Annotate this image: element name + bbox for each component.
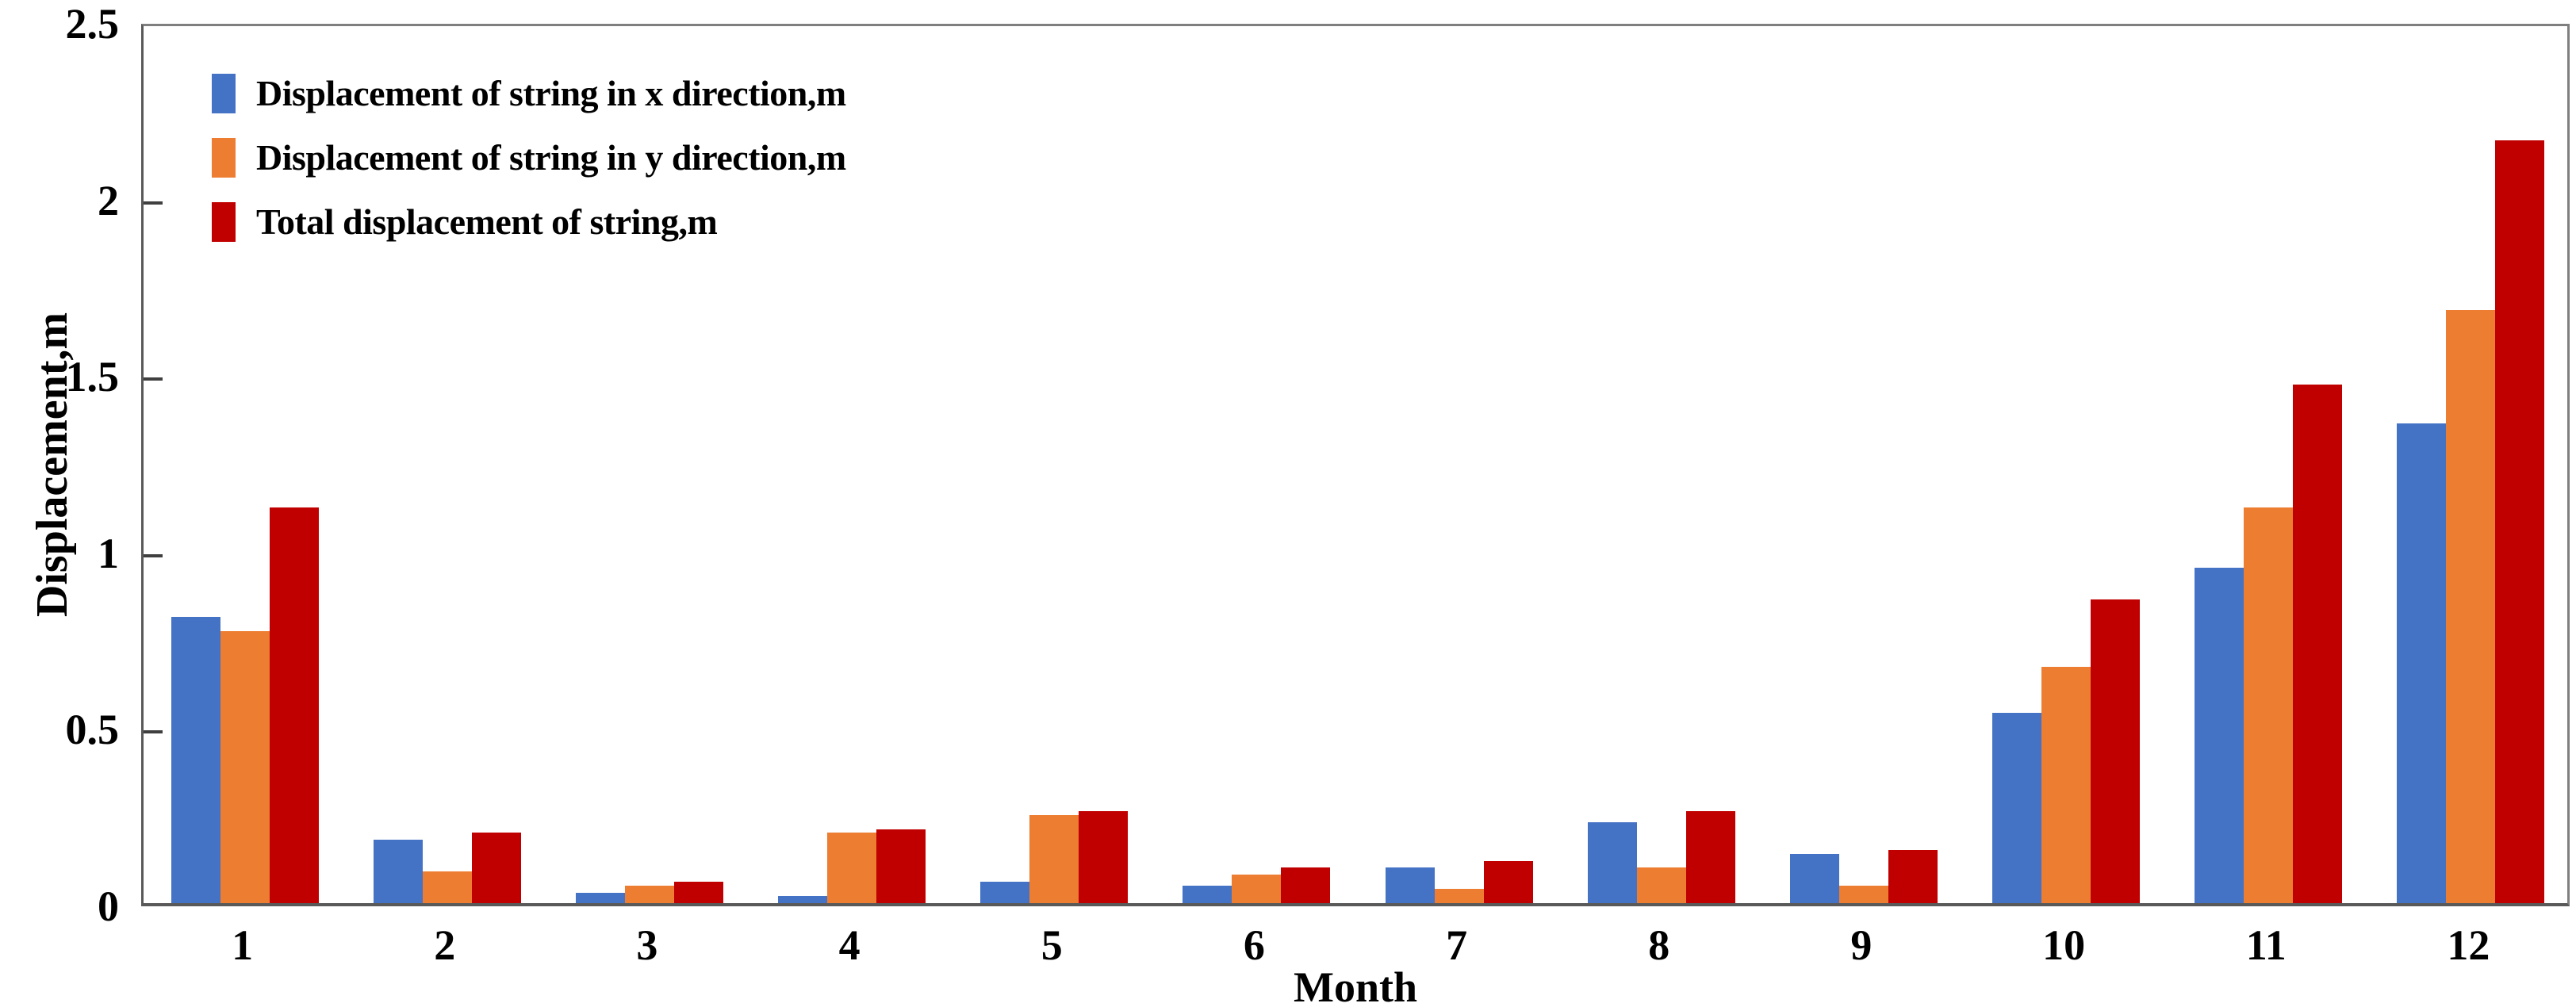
y-tick-mark <box>144 377 163 381</box>
bar-month4-series2 <box>827 833 877 903</box>
bar-month4-series3 <box>876 829 926 903</box>
x-tick-label: 6 <box>1243 921 1265 969</box>
x-tick-label: 10 <box>2042 921 2086 969</box>
bar-month8-series1 <box>1587 822 1637 903</box>
bar-month2-series2 <box>422 871 472 903</box>
y-tick-label: 1 <box>98 529 119 577</box>
bar-month11-series3 <box>2293 385 2343 903</box>
legend-item-series2: Displacement of string in y direction,m <box>212 136 846 178</box>
bar-month4-series1 <box>778 896 828 903</box>
bar-month3-series2 <box>624 886 674 903</box>
bar-month8-series3 <box>1685 811 1735 903</box>
bar-month1-series1 <box>171 617 220 903</box>
y-tick-label: 2 <box>98 176 119 224</box>
x-axis-title: Month <box>1293 963 1418 1007</box>
bar-month5-series3 <box>1079 811 1129 903</box>
x-tick-label: 1 <box>232 921 254 969</box>
y-tick-label: 0 <box>98 883 119 930</box>
bar-month10-series3 <box>2091 599 2141 903</box>
bar-month12-series3 <box>2495 140 2545 903</box>
x-tick-label: 5 <box>1041 921 1063 969</box>
legend-label: Displacement of string in y direction,m <box>256 137 846 178</box>
x-tick-label: 9 <box>1850 921 1873 969</box>
bar-month9-series1 <box>1789 854 1839 903</box>
y-tick-mark <box>144 730 163 734</box>
x-tick-label: 8 <box>1648 921 1670 969</box>
bar-month7-series1 <box>1385 867 1435 903</box>
bar-month7-series3 <box>1483 861 1533 903</box>
bar-month2-series3 <box>471 833 521 903</box>
bar-month6-series3 <box>1281 867 1331 903</box>
bar-month2-series1 <box>373 840 423 903</box>
legend-item-series1: Displacement of string in x direction,m <box>212 72 846 114</box>
bar-month10-series1 <box>1992 713 2042 903</box>
bar-month12-series2 <box>2446 310 2496 903</box>
plot-area: Displacement of string in x direction,m D… <box>141 24 2570 906</box>
bar-month1-series3 <box>269 507 319 903</box>
bar-month1-series2 <box>220 631 270 903</box>
y-tick-mark <box>144 553 163 557</box>
bar-month5-series1 <box>980 882 1030 903</box>
bar-month6-series1 <box>1183 886 1232 903</box>
x-tick-label: 2 <box>434 921 456 969</box>
bar-month6-series2 <box>1232 875 1282 903</box>
y-tick-label: 1.5 <box>65 353 120 401</box>
bar-month9-series2 <box>1838 886 1888 903</box>
bar-month5-series2 <box>1029 815 1079 903</box>
x-tick-label: 12 <box>2447 921 2490 969</box>
legend: Displacement of string in x direction,m D… <box>212 72 846 243</box>
y-tick-mark <box>144 201 163 205</box>
legend-item-series3: Total displacement of string,m <box>212 201 846 243</box>
x-tick-label: 7 <box>1446 921 1468 969</box>
legend-label: Total displacement of string,m <box>256 201 718 242</box>
y-tick-label: 2.5 <box>65 0 120 48</box>
bar-month3-series3 <box>673 882 723 903</box>
bar-month11-series1 <box>2195 568 2244 903</box>
x-tick-label: 11 <box>2245 921 2287 969</box>
bar-month9-series3 <box>1888 850 1938 903</box>
legend-swatch-icon <box>212 73 236 113</box>
legend-label: Displacement of string in x direction,m <box>256 73 846 113</box>
x-tick-label: 3 <box>636 921 658 969</box>
bar-month12-series1 <box>2397 423 2447 903</box>
y-tick-label: 0.5 <box>65 706 120 754</box>
legend-swatch-icon <box>212 137 236 178</box>
x-tick-label: 4 <box>838 921 861 969</box>
bar-month10-series2 <box>2041 667 2091 903</box>
bar-month3-series1 <box>575 893 625 903</box>
bar-month11-series2 <box>2244 507 2294 903</box>
bar-month8-series2 <box>1636 867 1686 903</box>
bar-month7-series2 <box>1434 889 1484 903</box>
legend-swatch-icon <box>212 201 236 242</box>
